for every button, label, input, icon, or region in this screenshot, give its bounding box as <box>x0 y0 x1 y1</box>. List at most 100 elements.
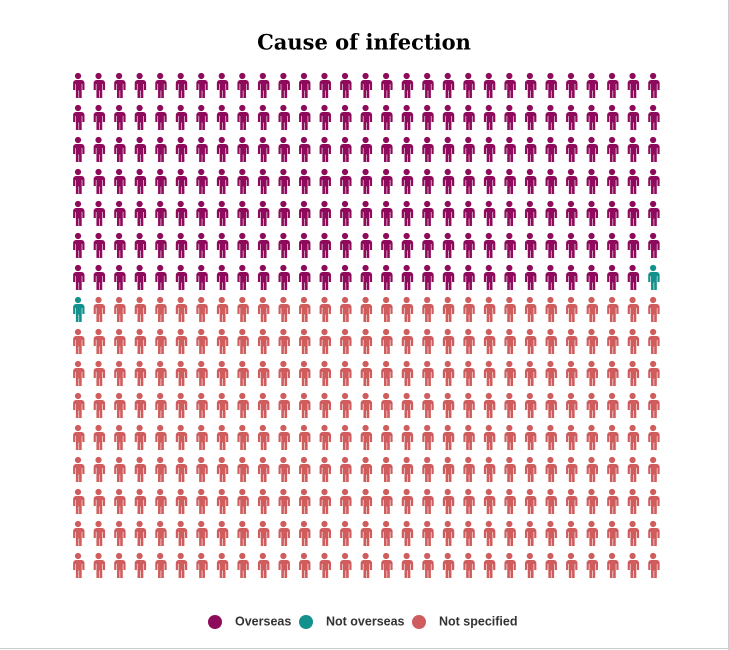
icon-head <box>424 552 431 560</box>
icon-head <box>74 232 82 240</box>
icon-head <box>74 456 82 464</box>
icon-body <box>319 432 331 450</box>
icon-head <box>424 232 431 240</box>
icon-body <box>175 240 188 258</box>
icon-head <box>567 456 575 464</box>
icon-head <box>629 168 636 176</box>
icon-body <box>586 272 598 290</box>
person-icon <box>566 168 578 194</box>
icon-body <box>299 176 311 194</box>
person-icon <box>442 360 455 386</box>
icon-head <box>588 456 595 464</box>
icon-body <box>586 336 598 354</box>
icon-body <box>196 304 208 322</box>
icon-head <box>650 488 657 496</box>
person-icon <box>607 104 619 130</box>
icon-body <box>340 528 352 546</box>
icon-head <box>567 520 575 528</box>
person-icon <box>360 136 373 162</box>
icon-head <box>608 232 616 240</box>
icon-head <box>115 520 123 528</box>
person-icon <box>586 200 598 226</box>
icon-body <box>545 560 557 578</box>
icon-head <box>383 488 390 496</box>
icon-head <box>506 392 513 400</box>
person-icon <box>463 104 475 130</box>
icon-body <box>196 560 208 578</box>
person-icon <box>73 488 85 514</box>
person-icon <box>134 136 147 162</box>
icon-head <box>608 456 616 464</box>
icon-head <box>239 264 246 272</box>
person-icon <box>93 520 106 546</box>
person-icon <box>73 104 85 130</box>
icon-body <box>566 464 578 482</box>
icon-head <box>403 72 410 80</box>
person-icon <box>648 232 660 258</box>
icon-head <box>95 360 102 368</box>
icon-body <box>463 176 475 194</box>
person-icon <box>196 360 208 386</box>
icon-body <box>463 336 475 354</box>
person-icon <box>299 456 311 482</box>
person-icon <box>134 392 147 418</box>
icon-body <box>401 304 414 322</box>
icon-head <box>157 392 164 400</box>
icon-body <box>607 176 619 194</box>
person-icon <box>93 168 106 194</box>
icon-head <box>259 552 266 560</box>
person-icon <box>483 552 496 578</box>
icon-head <box>280 136 287 144</box>
icon-head <box>608 360 616 368</box>
icon-head <box>115 104 123 112</box>
person-icon <box>257 72 270 98</box>
icon-head <box>136 168 143 176</box>
icon-body <box>196 144 208 162</box>
person-icon <box>257 552 270 578</box>
person-icon <box>93 360 106 386</box>
person-icon <box>422 456 434 482</box>
icon-head <box>136 488 143 496</box>
icon-head <box>136 104 143 112</box>
icon-head <box>300 328 308 336</box>
person-icon <box>545 136 557 162</box>
icon-head <box>362 296 369 304</box>
person-icon <box>237 360 249 386</box>
icon-head <box>403 328 410 336</box>
icon-body <box>216 400 229 418</box>
person-icon <box>401 264 414 290</box>
icon-body <box>134 240 147 258</box>
person-icon <box>524 392 537 418</box>
icon-head <box>280 200 287 208</box>
icon-head <box>403 200 410 208</box>
person-icon <box>483 424 496 450</box>
icon-body <box>216 80 229 98</box>
person-icon <box>216 424 229 450</box>
icon-body <box>483 464 496 482</box>
icon-head <box>629 232 636 240</box>
icon-head <box>259 328 266 336</box>
icon-head <box>280 456 287 464</box>
person-icon <box>196 424 208 450</box>
icon-body <box>278 144 290 162</box>
icon-head <box>465 296 472 304</box>
person-icon <box>483 200 496 226</box>
person-icon <box>401 552 414 578</box>
person-icon <box>586 488 598 514</box>
icon-body <box>299 496 311 514</box>
person-icon <box>319 456 331 482</box>
icon-body <box>463 400 475 418</box>
person-icon <box>566 392 578 418</box>
icon-head <box>526 520 533 528</box>
icon-body <box>607 144 619 162</box>
icon-head <box>424 360 431 368</box>
person-icon <box>216 456 229 482</box>
icon-head <box>321 520 328 528</box>
person-icon <box>381 488 393 514</box>
icon-head <box>506 136 513 144</box>
icon-body <box>257 432 270 450</box>
person-icon <box>73 264 85 290</box>
icon-body <box>93 112 106 130</box>
person-icon <box>319 296 331 322</box>
person-icon <box>93 72 106 98</box>
